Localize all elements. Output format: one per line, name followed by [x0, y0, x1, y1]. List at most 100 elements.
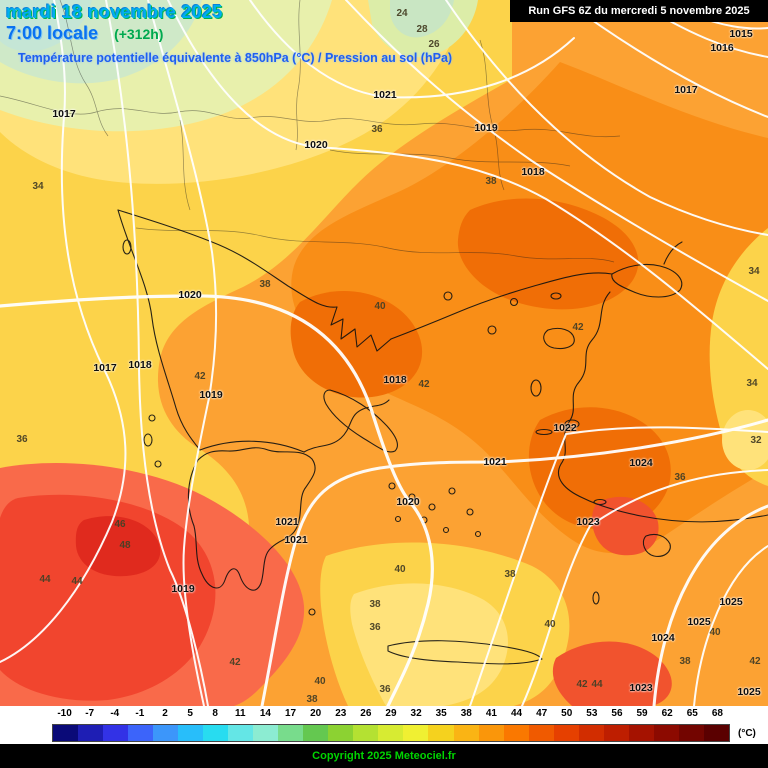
theta-label: 40 [374, 301, 386, 312]
colorbar-segment [703, 725, 729, 741]
colorbar-segment [403, 725, 429, 741]
colorbar-tick-value: 38 [460, 708, 472, 719]
pressure-label: 1020 [178, 288, 202, 301]
colorbar-tick-value: 44 [510, 708, 523, 719]
theta-label: 40 [709, 627, 721, 638]
theta-label: 24 [396, 8, 408, 19]
theta-label: 40 [394, 564, 406, 575]
pressure-label: 1017 [674, 83, 698, 96]
run-info-bar: Run GFS 6Z du mercredi 5 novembre 2025 [510, 0, 768, 22]
pressure-label: 1017 [52, 107, 76, 120]
pressure-label: 1025 [737, 685, 761, 698]
pressure-label: 1021 [284, 533, 308, 546]
colorbar-row: (°C) [0, 722, 768, 744]
theta-label: 44 [39, 574, 51, 585]
pressure-label: 1023 [629, 681, 653, 694]
theta-label: 42 [576, 679, 588, 690]
map-graphic [0, 0, 768, 706]
colorbar-tick-value: 11 [235, 708, 246, 719]
theta-label: 38 [504, 569, 516, 580]
colorbar-tick-value: 32 [410, 708, 422, 719]
run-info-text: Run GFS 6Z du mercredi 5 novembre 2025 [528, 5, 750, 17]
theta-label: 46 [114, 519, 126, 530]
colorbar-segment [628, 725, 654, 741]
colorbar-tick-value: 65 [686, 708, 698, 719]
pressure-label: 1020 [396, 495, 420, 508]
colorbar-segment [128, 725, 154, 741]
colorbar-tick-value: 59 [636, 708, 648, 719]
colorbar-tick-value: 50 [561, 708, 573, 719]
theta-label: 42 [572, 322, 584, 333]
colorbar-tick-value: -1 [135, 708, 145, 719]
colorbar-ticks: -10 -7 -4 -1 2 5 8 11 14 17 20 23 26 29 32 35 38 41 44 47 50… [0, 706, 730, 722]
colorbar-segment [203, 725, 229, 741]
pressure-label: 1025 [719, 595, 743, 608]
copyright-text: Copyright 2025 Meteociel.fr [312, 750, 456, 762]
pressure-label: 1022 [553, 421, 577, 434]
colorbar-segment [303, 725, 329, 741]
valid-time: 7:00 locale [6, 23, 99, 43]
colorbar-tick-value: 53 [586, 708, 598, 719]
theta-label: 36 [379, 684, 391, 695]
pressure-label: 1019 [474, 121, 498, 134]
colorbar-tick-value: 62 [661, 708, 673, 719]
colorbar-segment [578, 725, 604, 741]
theta-label: 34 [32, 181, 44, 192]
map-labels-layer: 1015 1016 1017 1017 1021 1019 1020 1018 1020 1017… [16, 8, 762, 705]
colorbar-segment [78, 725, 104, 741]
colorbar-tick-value: -10 [57, 708, 72, 719]
theta-label: 36 [16, 434, 28, 445]
theta-label: 38 [259, 279, 271, 290]
colorbar-segment [253, 725, 279, 741]
theta-label: 42 [418, 379, 430, 390]
theta-label: 42 [194, 371, 206, 382]
pressure-label: 1025 [687, 615, 711, 628]
colorbar-tick-value: 68 [711, 708, 723, 719]
pressure-label: 1017 [93, 361, 117, 374]
theta-label: 42 [749, 656, 761, 667]
colorbar-segment [428, 725, 454, 741]
pressure-label: 1018 [521, 165, 545, 178]
pressure-label: 1019 [171, 582, 195, 595]
colorbar-tick-value: 23 [335, 708, 347, 719]
colorbar-tick-value: 8 [212, 708, 218, 719]
theta-label: 36 [674, 472, 686, 483]
colorbar-tick-value: 35 [435, 708, 447, 719]
theta-label: 34 [748, 266, 760, 277]
theta-label: 38 [679, 656, 691, 667]
theta-label: 26 [428, 39, 440, 50]
theta-label: 38 [485, 176, 497, 187]
colorbar-segment [328, 725, 354, 741]
theta-label: 44 [71, 576, 83, 587]
colorbar-tick-value: 41 [485, 708, 497, 719]
theta-label: 28 [416, 24, 428, 35]
theta-label: 32 [750, 435, 762, 446]
isobar-lines [0, 0, 768, 706]
colorbar-segment [653, 725, 679, 741]
coastlines [117, 209, 768, 665]
variable-title: Température potentielle équivalente à 85… [18, 51, 453, 65]
forecast-map: 1015 1016 1017 1017 1021 1019 1020 1018 1020 1017… [0, 0, 768, 706]
colorbar-segment [353, 725, 379, 741]
colorbar-segment [378, 725, 404, 741]
theta-label: 36 [369, 622, 381, 633]
colorbar-tick-value: -7 [85, 708, 95, 719]
pressure-label: 1024 [651, 631, 675, 644]
colorbar-segment [478, 725, 504, 741]
colorbar-tick-value: 5 [187, 708, 193, 719]
pressure-label: 1024 [629, 456, 653, 469]
theta-label: 40 [314, 676, 326, 687]
theta-label: 34 [746, 378, 758, 389]
forecast-offset: (+312h) [114, 26, 164, 42]
pressure-label: 1021 [275, 515, 299, 528]
colorbar-segment [678, 725, 704, 741]
colorbar-segment [503, 725, 529, 741]
colorbar-tick-value: 26 [360, 708, 372, 719]
title-block: mardi 18 novembre 2025 7:00 locale (+312… [6, 2, 452, 65]
colorbar [52, 724, 730, 742]
pressure-label: 1018 [383, 373, 407, 386]
theta-label: 38 [369, 599, 381, 610]
colorbar-segment [103, 725, 129, 741]
pressure-label: 1021 [483, 455, 507, 468]
